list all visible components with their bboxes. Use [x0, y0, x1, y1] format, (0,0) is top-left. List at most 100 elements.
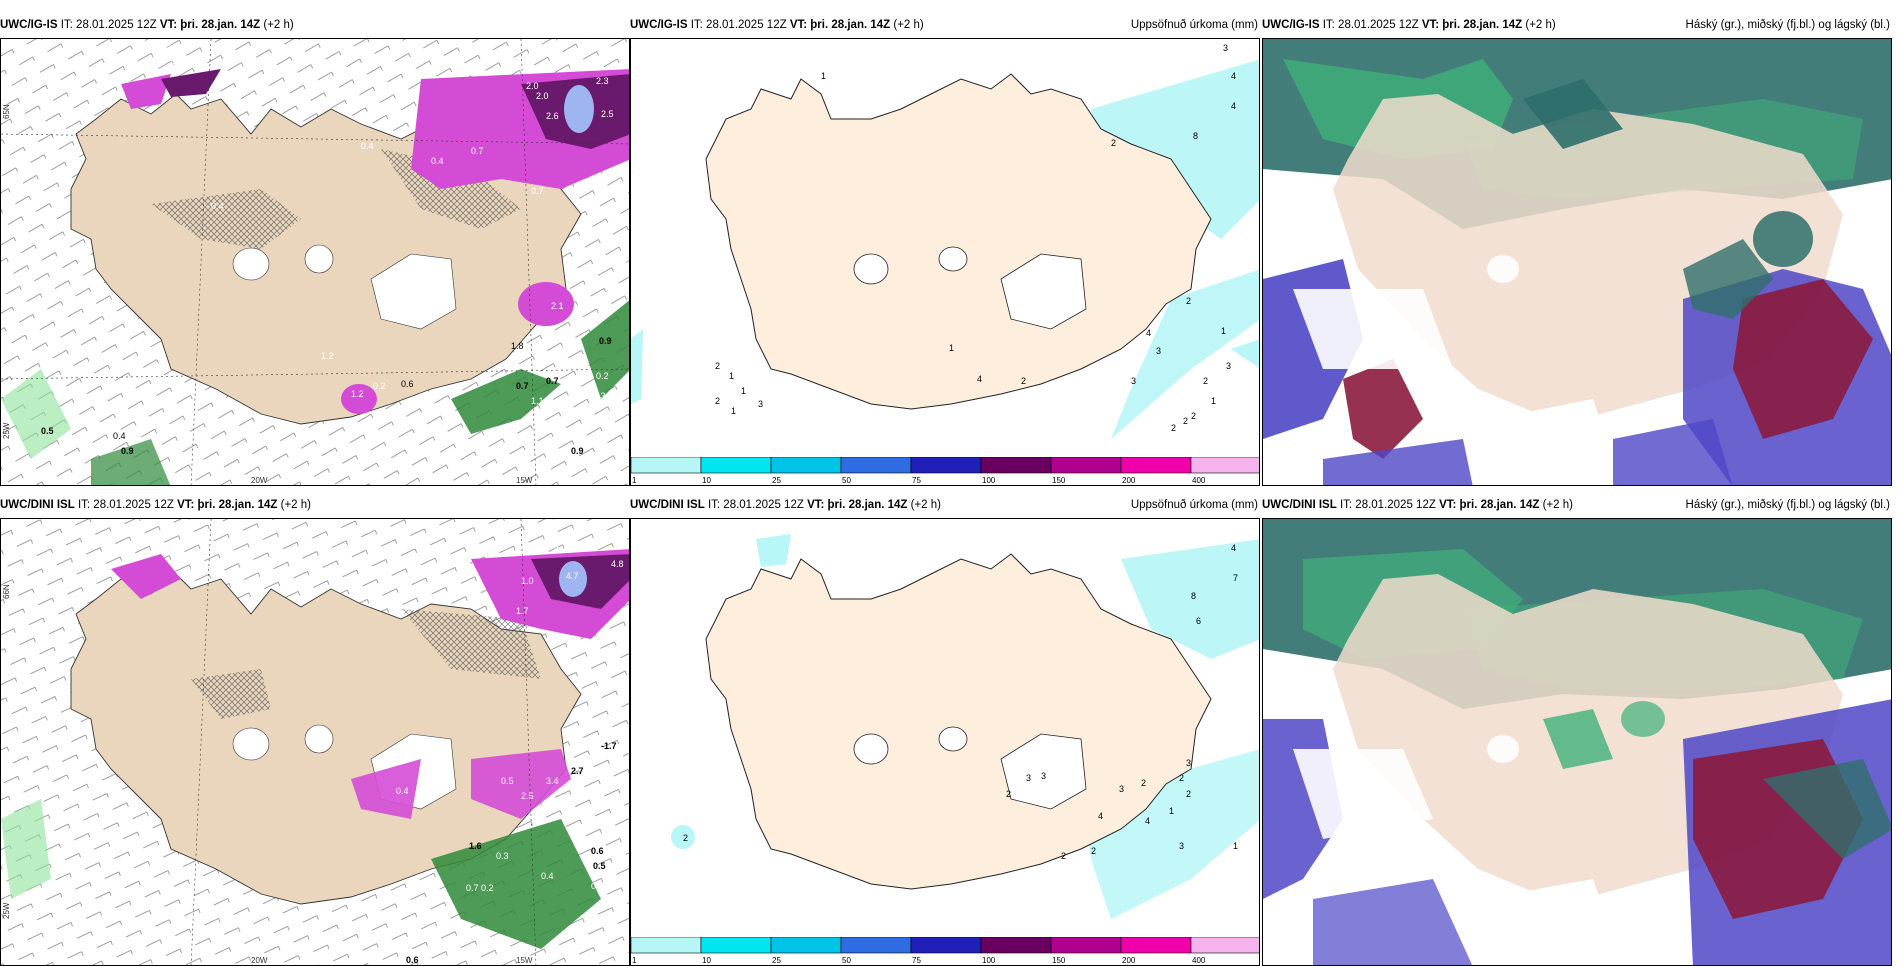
- svg-text:3: 3: [1179, 841, 1184, 851]
- svg-text:2: 2: [1141, 778, 1146, 788]
- svg-text:1.6: 1.6: [469, 841, 482, 851]
- svg-text:2.7: 2.7: [571, 766, 584, 776]
- colorbar-swatch: [631, 457, 702, 474]
- colorbar-swatch: [770, 457, 842, 474]
- colorbar-tick: 150: [1052, 956, 1066, 965]
- colorbar: 1 10 25 50 75 100 150 200 400: [631, 937, 1259, 965]
- svg-text:3: 3: [1156, 346, 1161, 356]
- svg-text:0.6: 0.6: [591, 846, 604, 856]
- colorbar-swatch: [1190, 937, 1259, 954]
- svg-text:1: 1: [1221, 326, 1226, 336]
- svg-text:4: 4: [1145, 816, 1150, 826]
- svg-text:0.4: 0.4: [376, 761, 389, 771]
- svg-text:0.6: 0.6: [51, 867, 64, 877]
- svg-text:0.7: 0.7: [546, 376, 559, 386]
- svg-text:0.2: 0.2: [373, 381, 386, 391]
- svg-text:0.2: 0.2: [596, 371, 609, 381]
- svg-text:1: 1: [1233, 841, 1238, 851]
- svg-text:4: 4: [1231, 71, 1236, 81]
- colorbar-swatch: [910, 457, 982, 474]
- svg-text:3: 3: [1226, 361, 1231, 371]
- svg-text:3: 3: [1131, 376, 1136, 386]
- colorbar-tick: 150: [1052, 476, 1066, 485]
- svg-text:3: 3: [1186, 758, 1191, 768]
- colorbar-swatch: [840, 937, 912, 954]
- panel-title: UWC/IG-IS IT: 28.01.2025 12Z VT: þri. 28…: [630, 15, 1260, 35]
- colorbar-swatch: [1120, 457, 1192, 474]
- svg-text:20W: 20W: [251, 956, 268, 965]
- svg-text:2.6: 2.6: [546, 111, 559, 121]
- svg-text:2: 2: [1006, 789, 1011, 799]
- svg-text:4.8: 4.8: [611, 559, 624, 569]
- svg-text:4: 4: [1231, 543, 1236, 553]
- panel-title: UWC/IG-IS IT: 28.01.2025 12Z VT: þri. 28…: [0, 19, 294, 31]
- svg-text:7: 7: [1233, 573, 1238, 583]
- svg-text:2.0: 2.0: [526, 81, 539, 91]
- svg-text:2.0: 2.0: [546, 541, 559, 551]
- svg-text:15W: 15W: [516, 476, 533, 485]
- precip-accum-map: 4 7 8 6 3 2 3 3 2 3 2 2 4 1 4 3 1 2 2 2 …: [630, 518, 1260, 966]
- svg-text:0.3: 0.3: [591, 881, 604, 891]
- svg-text:2: 2: [1061, 851, 1066, 861]
- svg-text:0.6: 0.6: [401, 379, 414, 389]
- colorbar-swatch: [1050, 937, 1122, 954]
- colorbar-tick: 50: [842, 476, 851, 485]
- colorbar-tick: 400: [1192, 956, 1206, 965]
- svg-text:2: 2: [683, 833, 688, 843]
- colorbar-swatch: [700, 457, 772, 474]
- svg-text:1.1: 1.1: [531, 396, 544, 406]
- svg-text:4: 4: [1146, 328, 1151, 338]
- svg-text:2.0: 2.0: [536, 91, 549, 101]
- colorbar-tick: 75: [912, 956, 921, 965]
- svg-text:0.5: 0.5: [41, 426, 54, 436]
- colorbar: 1 10 25 50 75 100 150 200 400: [631, 457, 1259, 485]
- panel-title: UWC/IG-IS IT: 28.01.2025 12Z VT: þri. 28…: [1262, 15, 1892, 35]
- svg-text:2: 2: [1179, 773, 1184, 783]
- svg-text:0.7: 0.7: [466, 883, 479, 893]
- svg-text:0.4: 0.4: [113, 431, 126, 441]
- svg-text:0.5: 0.5: [593, 861, 606, 871]
- svg-text:0.9: 0.9: [599, 336, 612, 346]
- panel-title: UWC/DINI ISL IT: 28.01.2025 12Z VT: þri.…: [0, 499, 312, 511]
- precip-accum-map: 1 3 4 4 8 2 2 4 3 1 3 2 3 1 2 4 2 2 2 1 …: [630, 38, 1260, 486]
- svg-text:2: 2: [1186, 789, 1191, 799]
- colorbar-swatch: [910, 937, 982, 954]
- svg-text:0.3: 0.3: [171, 56, 184, 66]
- panel-bottom-middle: UWC/DINI ISL IT: 28.01.2025 12Z VT: þri.…: [630, 490, 1260, 966]
- svg-text:0.4: 0.4: [361, 141, 374, 151]
- colorbar-tick: 1: [632, 956, 637, 965]
- svg-text:2.5: 2.5: [521, 791, 534, 801]
- svg-text:1: 1: [741, 386, 746, 396]
- svg-text:1.3: 1.3: [593, 391, 606, 401]
- svg-text:8: 8: [1191, 591, 1196, 601]
- cloud-map: [1262, 38, 1892, 486]
- panel-top-middle: UWC/IG-IS IT: 28.01.2025 12Z VT: þri. 28…: [630, 10, 1260, 486]
- svg-text:3: 3: [1026, 773, 1031, 783]
- svg-text:65N: 65N: [2, 104, 11, 119]
- panel-top-right: UWC/IG-IS IT: 28.01.2025 12Z VT: þri. 28…: [1262, 10, 1892, 486]
- svg-text:2.5: 2.5: [601, 109, 614, 119]
- svg-text:0.7: 0.7: [516, 381, 529, 391]
- colorbar-tick: 400: [1192, 476, 1206, 485]
- svg-text:2: 2: [1171, 423, 1176, 433]
- svg-text:0.4: 0.4: [396, 786, 409, 796]
- svg-text:25W: 25W: [2, 902, 11, 919]
- svg-text:4: 4: [1098, 811, 1103, 821]
- colorbar-tick: 75: [912, 476, 921, 485]
- svg-text:2: 2: [1111, 138, 1116, 148]
- svg-text:2: 2: [1021, 376, 1026, 386]
- colorbar-swatch: [980, 457, 1052, 474]
- svg-text:1: 1: [1211, 396, 1216, 406]
- svg-text:1.0: 1.0: [521, 576, 534, 586]
- panel-title: UWC/DINI ISL IT: 28.01.2025 12Z VT: þri.…: [630, 495, 1260, 515]
- svg-text:2.3: 2.3: [596, 76, 609, 86]
- svg-text:0.6: 0.6: [406, 955, 419, 965]
- svg-text:3.4: 3.4: [546, 776, 559, 786]
- svg-text:1: 1: [731, 406, 736, 416]
- svg-text:1: 1: [1169, 806, 1174, 816]
- svg-text:1.2: 1.2: [321, 351, 334, 361]
- svg-text:2.4: 2.4: [583, 411, 596, 421]
- svg-text:1: 1: [821, 71, 826, 81]
- svg-text:3: 3: [1223, 43, 1228, 53]
- svg-text:0.5: 0.5: [501, 776, 514, 786]
